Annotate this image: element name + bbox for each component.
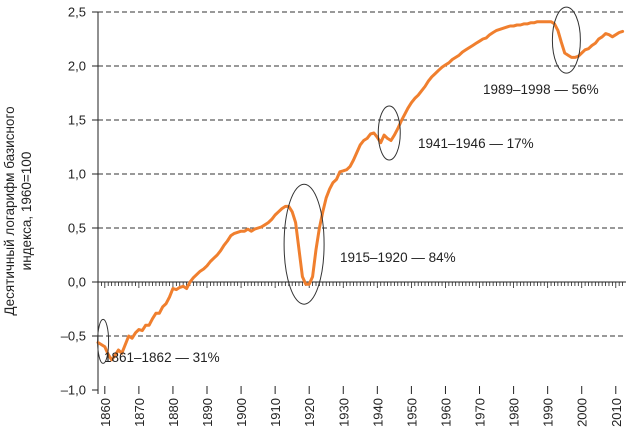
x-tick-label: 1990 xyxy=(541,398,556,427)
annotation-ellipse xyxy=(377,105,401,161)
annotation-ellipse xyxy=(283,183,325,305)
y-axis-title-line-2: индекса, 1960=100 xyxy=(19,152,34,271)
x-tick-label: 1920 xyxy=(302,398,317,427)
x-tick-label: 1950 xyxy=(404,398,419,427)
x-tick-label: 1960 xyxy=(438,398,453,427)
x-axis: 1860 1870 1880 1890 1900 1910 1920 1930 1940 1950… xyxy=(98,386,624,427)
y-tick-label: –0,5 xyxy=(61,329,86,344)
x-tick-label: 1980 xyxy=(507,398,522,427)
annotation-label: 1989–1998 — 56% xyxy=(483,82,599,97)
y-tick-label: 0,0 xyxy=(68,275,86,290)
annotation-label: 1861–1862 — 31% xyxy=(104,350,220,365)
x-tick-label: 1910 xyxy=(268,398,283,427)
y-axis-title-line-1: Десятичный логарифм базисного xyxy=(2,106,17,315)
x-tick-label: 1940 xyxy=(370,398,385,427)
y-tick-label: 0,5 xyxy=(68,221,86,236)
annotation-ellipse xyxy=(551,6,581,74)
y-axis: 2,5 2,0 1,5 1,0 0,5 0,0 –0,5 –1,0 xyxy=(61,5,99,398)
y-tick-label: 1,0 xyxy=(68,167,86,182)
x-tick-label: 1890 xyxy=(200,398,215,427)
x-tick-label: 1880 xyxy=(166,398,181,427)
grid-lines xyxy=(98,11,626,337)
y-tick-label: 2,5 xyxy=(68,5,86,20)
x-tick-label: 1930 xyxy=(336,398,351,427)
x-tick-label: 1900 xyxy=(234,398,249,427)
x-tick-label: 1970 xyxy=(473,398,488,427)
series-line xyxy=(96,20,625,362)
x-tick-label: 1860 xyxy=(98,398,113,427)
annotation-label: 1915–1920 — 84% xyxy=(340,250,456,265)
x-tick-label: 2000 xyxy=(575,398,590,427)
y-tick-label: –1,0 xyxy=(61,383,86,398)
annotation-label: 1941–1946 — 17% xyxy=(418,136,534,151)
y-tick-label: 2,0 xyxy=(68,59,86,74)
annotation-ellipse xyxy=(97,318,110,364)
x-tick-label: 1870 xyxy=(132,398,147,427)
y-tick-label: 1,5 xyxy=(68,113,86,128)
x-tick-label: 2010 xyxy=(609,398,624,427)
annotations: 1861–1862 — 31% 1915–1920 — 84% 1941–1946 … xyxy=(97,6,599,365)
